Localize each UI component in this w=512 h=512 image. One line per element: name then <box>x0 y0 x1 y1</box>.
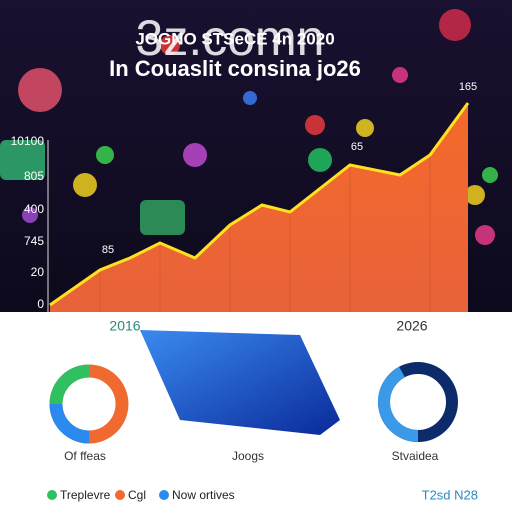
donut-label: Joogs <box>232 449 264 463</box>
donut-right <box>378 362 458 442</box>
donut-left <box>49 364 129 444</box>
y-label: 805 <box>24 169 44 183</box>
y-label: 745 <box>24 234 44 248</box>
y-label: 10100 <box>11 134 45 148</box>
legend-label: Treplevre <box>60 488 111 502</box>
legend: Treplevre Cgl Now ortives <box>47 488 235 502</box>
donut-label: Of ffeas <box>64 449 106 463</box>
area-columns <box>99 155 431 312</box>
legend-swatch <box>47 490 57 500</box>
annotation: 85 <box>102 244 114 256</box>
y-label: 0 <box>37 297 44 311</box>
y-label: 400 <box>24 202 44 216</box>
legend-label: Cgl <box>128 488 146 502</box>
legend-label: Now ortives <box>172 488 235 502</box>
donut-label: Stvaidea <box>392 449 439 463</box>
footer: T2sd N28 <box>422 487 478 502</box>
annotation: 65 <box>351 141 363 153</box>
bokeh <box>0 9 498 245</box>
y-label: 20 <box>31 265 45 279</box>
subtitle: In Couaslit consina jo26 <box>109 56 361 81</box>
overlay-title: 3z.comn <box>136 10 325 66</box>
legend-swatch <box>115 490 125 500</box>
blue-panel <box>140 330 340 435</box>
legend-swatch <box>159 490 169 500</box>
y-labels: 10100 805 400 745 20 0 <box>11 134 45 311</box>
x-label: 2016 <box>109 318 140 334</box>
trend-line <box>49 102 470 307</box>
annotation: 165 <box>459 81 477 93</box>
title: JOGNO STSeCE 4n 2020 <box>135 29 334 48</box>
x-label: 2026 <box>396 318 427 334</box>
